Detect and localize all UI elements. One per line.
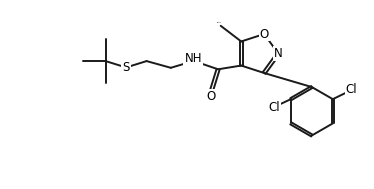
Text: Cl: Cl	[269, 101, 280, 114]
Text: methyl: methyl	[217, 22, 221, 23]
Text: O: O	[206, 90, 216, 103]
Text: N: N	[274, 47, 283, 60]
Text: NH: NH	[184, 52, 202, 65]
Text: Cl: Cl	[346, 83, 357, 96]
Text: S: S	[122, 61, 130, 74]
Text: O: O	[260, 28, 269, 40]
